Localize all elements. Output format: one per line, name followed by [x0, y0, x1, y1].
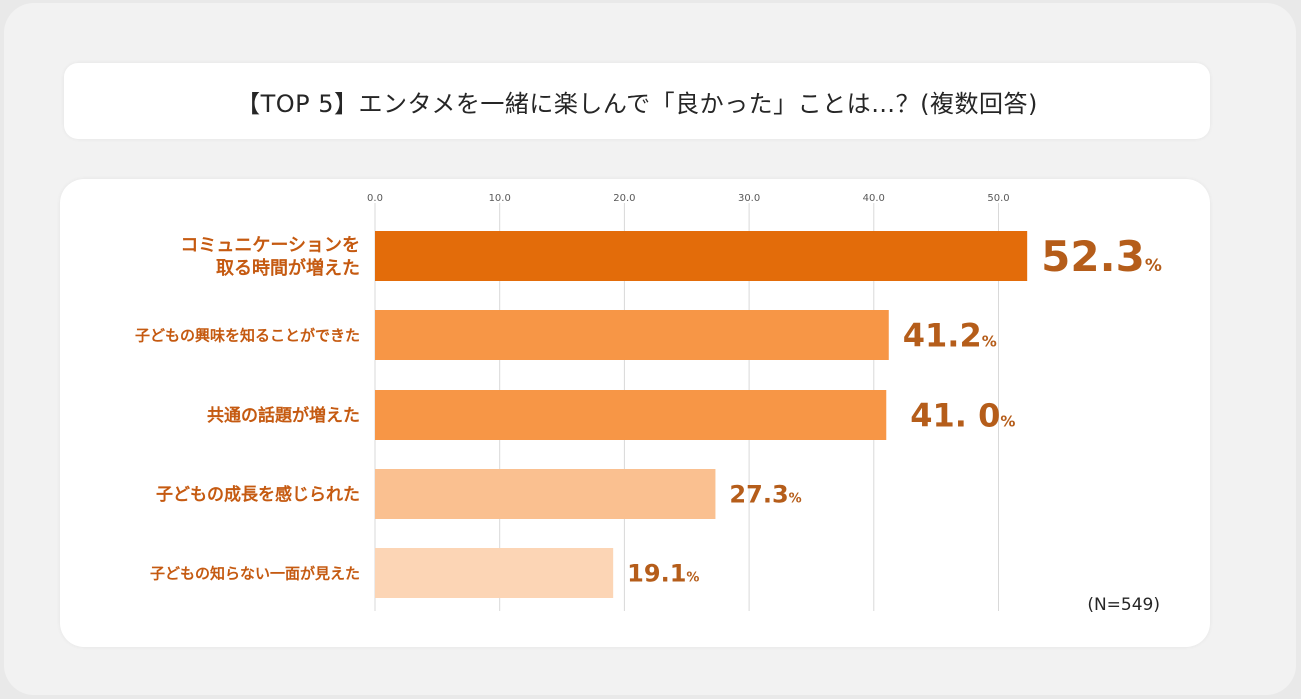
tick-label: 40.0 [863, 193, 885, 204]
value-label: 19.1% [627, 560, 699, 588]
bar [375, 231, 1028, 281]
category-label: 取る時間が増えた [216, 257, 360, 279]
chart-title: 【TOP 5】エンタメを一緒に楽しんで「良かった」ことは…？(複数回答) [236, 89, 1038, 118]
category-label: 子どもの知らない一面が見えた [150, 564, 360, 582]
bar [375, 548, 614, 598]
value-label: 41. 0% [910, 397, 1015, 435]
tick-label: 30.0 [738, 193, 760, 204]
value-label: 52.3% [1041, 232, 1162, 281]
category-label: 子どもの興味を知ることができた [135, 326, 360, 344]
title-panel: 【TOP 5】エンタメを一緒に楽しんで「良かった」ことは…？(複数回答) [64, 63, 1210, 139]
category-label: コミュニケーションを [180, 235, 360, 256]
tick-label: 50.0 [987, 193, 1009, 204]
tick-label: 0.0 [367, 193, 383, 204]
bar [375, 469, 716, 519]
bar [375, 390, 887, 440]
figure-background: 【TOP 5】エンタメを一緒に楽しんで「良かった」ことは…？(複数回答) 0.0… [4, 3, 1296, 695]
value-label: 27.3% [729, 481, 801, 509]
tick-label: 20.0 [613, 193, 635, 204]
chart-panel: 0.0 10.0 20.0 30.0 40.0 50.0 コミュニケーションを 取る時間が増え… [60, 179, 1210, 647]
sample-size-note: (N=549) [1087, 595, 1160, 615]
bar [375, 310, 889, 360]
value-label: 41.2% [903, 317, 997, 355]
category-label: 共通の話題が増えた [207, 405, 360, 426]
category-label: 子どもの成長を感じられた [156, 484, 360, 505]
tick-label: 10.0 [489, 193, 511, 204]
bar-chart: 0.0 10.0 20.0 30.0 40.0 50.0 コミュニケーションを取る時間が増え… [135, 193, 1162, 615]
